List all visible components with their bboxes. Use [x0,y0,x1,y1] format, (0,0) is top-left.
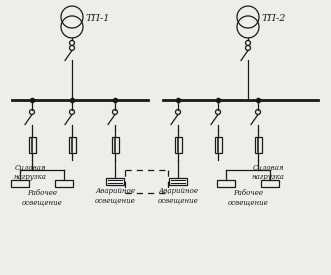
Text: ТП-2: ТП-2 [262,14,287,23]
Bar [214,137,221,153]
Text: Аварийное
освещение: Аварийное освещение [95,187,135,204]
Bar [69,137,75,153]
Text: Рабочее
освещение: Рабочее освещение [228,189,268,206]
Bar [11,180,29,187]
Bar [174,137,181,153]
Text: ТП-1: ТП-1 [86,14,111,23]
Text: Силовая
нагрузка: Силовая нагрузка [14,164,46,181]
Text: Силовая
нагрузка: Силовая нагрузка [252,164,284,181]
Bar [112,137,118,153]
Bar [106,178,124,185]
Bar [255,137,261,153]
Bar [217,180,235,187]
Bar [28,137,35,153]
Text: Рабочее
освещение: Рабочее освещение [22,189,62,206]
Bar [169,178,187,185]
Bar [55,180,73,187]
Bar [261,180,279,187]
Text: Аварийное
освещение: Аварийное освещение [158,187,198,204]
